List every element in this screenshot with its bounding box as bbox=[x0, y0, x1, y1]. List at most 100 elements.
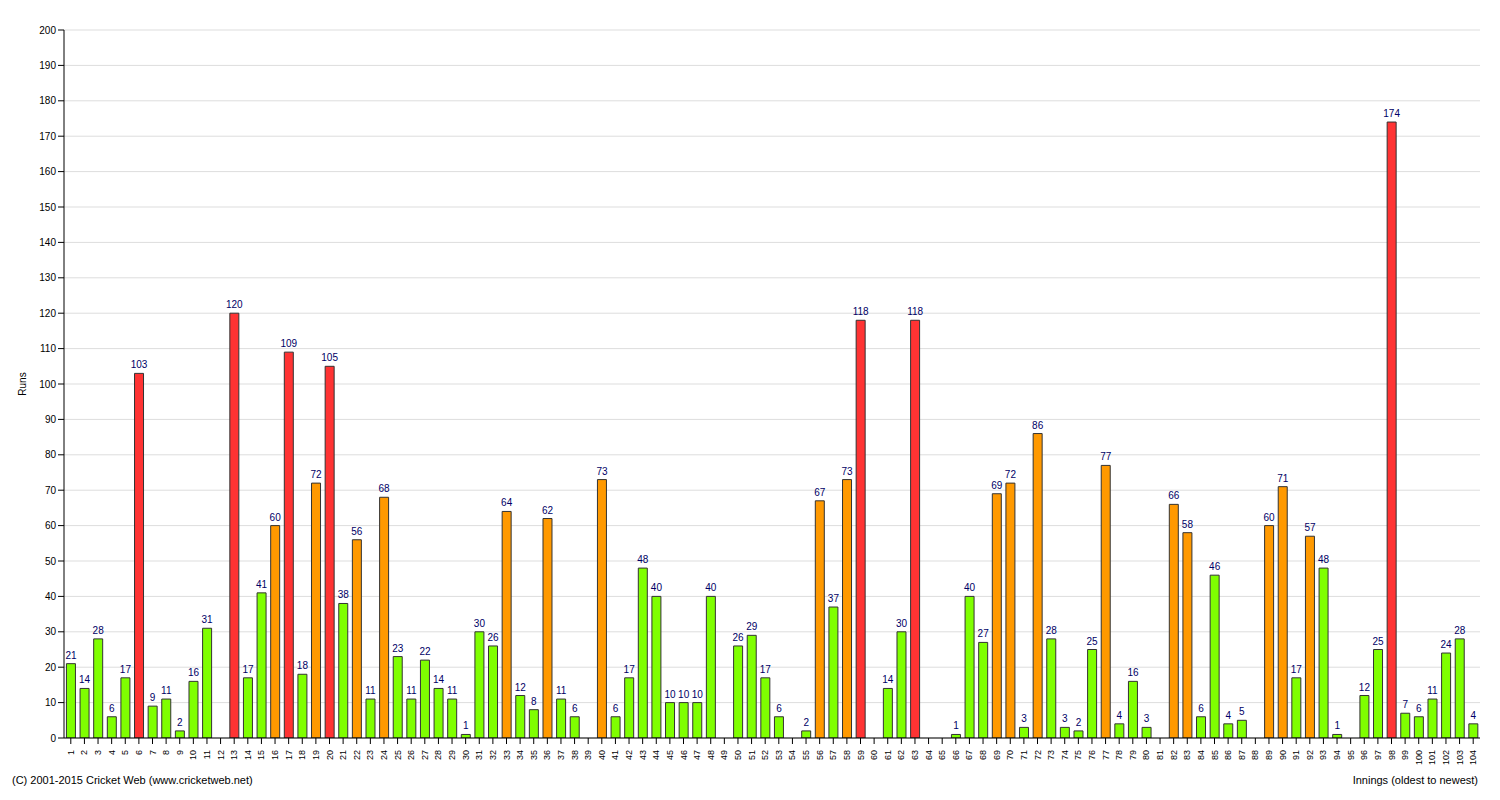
svg-text:104: 104 bbox=[1468, 750, 1478, 765]
svg-text:10: 10 bbox=[664, 689, 676, 700]
svg-text:48: 48 bbox=[706, 750, 716, 760]
svg-text:17: 17 bbox=[760, 664, 772, 675]
svg-text:39: 39 bbox=[583, 750, 593, 760]
svg-text:68: 68 bbox=[379, 483, 391, 494]
svg-text:200: 200 bbox=[39, 25, 56, 36]
svg-text:190: 190 bbox=[39, 60, 56, 71]
svg-text:150: 150 bbox=[39, 202, 56, 213]
svg-text:17: 17 bbox=[120, 664, 132, 675]
svg-text:78: 78 bbox=[1114, 750, 1124, 760]
svg-text:44: 44 bbox=[651, 750, 661, 760]
svg-text:60: 60 bbox=[869, 750, 879, 760]
svg-text:5: 5 bbox=[1239, 706, 1245, 717]
svg-text:1: 1 bbox=[1334, 720, 1340, 731]
svg-text:60: 60 bbox=[270, 512, 282, 523]
svg-text:82: 82 bbox=[1169, 750, 1179, 760]
svg-text:71: 71 bbox=[1277, 473, 1289, 484]
svg-text:95: 95 bbox=[1346, 750, 1356, 760]
svg-text:6: 6 bbox=[613, 703, 619, 714]
svg-text:80: 80 bbox=[1141, 750, 1151, 760]
svg-text:59: 59 bbox=[856, 750, 866, 760]
svg-text:86: 86 bbox=[1032, 420, 1044, 431]
svg-text:19: 19 bbox=[311, 750, 321, 760]
svg-text:11: 11 bbox=[161, 685, 172, 696]
svg-text:26: 26 bbox=[406, 750, 416, 760]
svg-text:62: 62 bbox=[542, 505, 554, 516]
svg-text:72: 72 bbox=[1033, 750, 1043, 760]
svg-text:12: 12 bbox=[1359, 682, 1371, 693]
svg-text:16: 16 bbox=[1127, 667, 1139, 678]
svg-text:84: 84 bbox=[1196, 750, 1206, 760]
svg-text:10: 10 bbox=[188, 750, 198, 760]
svg-text:75: 75 bbox=[1073, 750, 1083, 760]
svg-text:68: 68 bbox=[978, 750, 988, 760]
svg-text:4: 4 bbox=[1225, 710, 1231, 721]
svg-text:96: 96 bbox=[1359, 750, 1369, 760]
svg-text:120: 120 bbox=[39, 308, 56, 319]
svg-text:14: 14 bbox=[433, 674, 445, 685]
svg-text:36: 36 bbox=[542, 750, 552, 760]
svg-text:3: 3 bbox=[1021, 713, 1027, 724]
svg-text:92: 92 bbox=[1305, 750, 1315, 760]
svg-text:47: 47 bbox=[692, 750, 702, 760]
svg-text:56: 56 bbox=[351, 526, 363, 537]
svg-text:48: 48 bbox=[1318, 554, 1330, 565]
svg-text:11: 11 bbox=[365, 685, 376, 696]
svg-text:69: 69 bbox=[992, 750, 1002, 760]
svg-text:18: 18 bbox=[297, 660, 309, 671]
svg-text:13: 13 bbox=[229, 750, 239, 760]
svg-text:64: 64 bbox=[924, 750, 934, 760]
svg-text:58: 58 bbox=[842, 750, 852, 760]
svg-text:48: 48 bbox=[637, 554, 649, 565]
svg-text:7: 7 bbox=[148, 750, 158, 755]
svg-text:54: 54 bbox=[787, 750, 797, 760]
svg-text:98: 98 bbox=[1387, 750, 1397, 760]
svg-text:81: 81 bbox=[1155, 750, 1165, 760]
svg-text:71: 71 bbox=[1019, 750, 1029, 760]
svg-text:174: 174 bbox=[1383, 108, 1400, 119]
svg-text:23: 23 bbox=[392, 643, 404, 654]
svg-text:15: 15 bbox=[256, 750, 266, 760]
svg-text:8: 8 bbox=[161, 750, 171, 755]
svg-text:67: 67 bbox=[964, 750, 974, 760]
svg-text:25: 25 bbox=[393, 750, 403, 760]
svg-text:52: 52 bbox=[760, 750, 770, 760]
svg-text:94: 94 bbox=[1332, 750, 1342, 760]
svg-text:17: 17 bbox=[284, 750, 294, 760]
svg-text:170: 170 bbox=[39, 131, 56, 142]
svg-text:11: 11 bbox=[556, 685, 567, 696]
svg-text:56: 56 bbox=[815, 750, 825, 760]
svg-text:33: 33 bbox=[502, 750, 512, 760]
svg-text:Runs: Runs bbox=[17, 372, 28, 395]
svg-text:103: 103 bbox=[1455, 750, 1465, 765]
svg-text:14: 14 bbox=[243, 750, 253, 760]
svg-text:20: 20 bbox=[45, 662, 57, 673]
svg-text:74: 74 bbox=[1060, 750, 1070, 760]
svg-text:46: 46 bbox=[1209, 561, 1221, 572]
svg-text:140: 140 bbox=[39, 237, 56, 248]
svg-text:11: 11 bbox=[406, 685, 417, 696]
svg-text:57: 57 bbox=[1304, 522, 1316, 533]
svg-text:22: 22 bbox=[419, 646, 431, 657]
svg-text:9: 9 bbox=[175, 750, 185, 755]
svg-text:27: 27 bbox=[978, 628, 990, 639]
svg-text:12: 12 bbox=[515, 682, 527, 693]
svg-text:101: 101 bbox=[1427, 750, 1437, 765]
svg-text:22: 22 bbox=[352, 750, 362, 760]
svg-text:50: 50 bbox=[733, 750, 743, 760]
svg-text:30: 30 bbox=[461, 750, 471, 760]
svg-text:90: 90 bbox=[1278, 750, 1288, 760]
svg-text:28: 28 bbox=[1046, 625, 1058, 636]
svg-text:62: 62 bbox=[896, 750, 906, 760]
svg-text:5: 5 bbox=[120, 750, 130, 755]
svg-text:40: 40 bbox=[45, 591, 57, 602]
svg-text:35: 35 bbox=[529, 750, 539, 760]
svg-text:10: 10 bbox=[692, 689, 704, 700]
svg-text:130: 130 bbox=[39, 272, 56, 283]
svg-text:63: 63 bbox=[910, 750, 920, 760]
svg-text:77: 77 bbox=[1100, 451, 1112, 462]
svg-text:4: 4 bbox=[107, 750, 117, 755]
svg-text:3: 3 bbox=[1144, 713, 1150, 724]
svg-text:6: 6 bbox=[776, 703, 782, 714]
svg-text:31: 31 bbox=[202, 614, 214, 625]
